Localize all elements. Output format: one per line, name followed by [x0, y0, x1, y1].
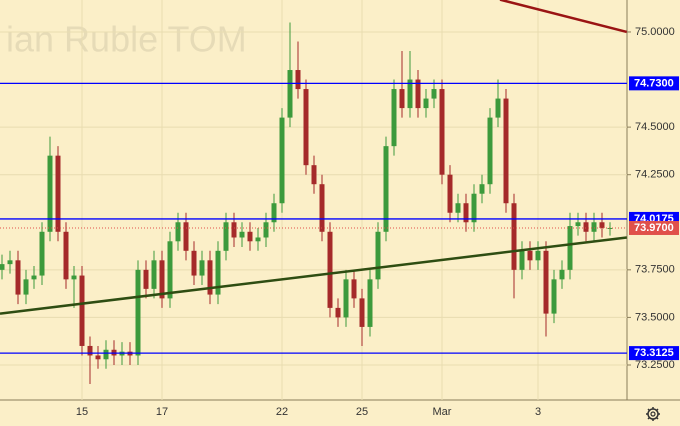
candle-body [63, 231, 69, 280]
candle-body [167, 241, 173, 299]
level-label: 74.7300 [634, 77, 674, 89]
candle-body [375, 231, 381, 280]
candle-body [287, 70, 293, 118]
candle-body [143, 269, 149, 289]
candle-body [247, 231, 253, 242]
candle-body [47, 155, 53, 232]
candle-body [383, 146, 389, 232]
candle-body [239, 231, 245, 238]
candle-body [495, 98, 501, 118]
candle-body [591, 222, 597, 232]
candle-body [55, 155, 61, 232]
x-tick-label: 3 [535, 406, 541, 418]
candle-body [463, 203, 469, 223]
candle-body [255, 237, 261, 242]
y-tick-label: 74.2500 [635, 169, 675, 181]
candle-body [599, 222, 605, 228]
candle-body [103, 349, 109, 360]
candle-body [327, 231, 333, 308]
candle-body [367, 279, 373, 327]
candle-body [335, 307, 341, 318]
x-tick-label: 22 [276, 406, 288, 418]
candle-body [511, 203, 517, 270]
candle-body [503, 98, 509, 204]
x-tick-label: Mar [433, 406, 452, 418]
x-tick-label: 15 [76, 406, 88, 418]
x-tick-label: 17 [156, 406, 168, 418]
candle-body [175, 222, 181, 242]
candle-body [551, 279, 557, 314]
y-tick-label: 74.5000 [635, 121, 675, 133]
candle-body [447, 174, 453, 213]
candle-body [95, 355, 101, 360]
candle-body [527, 250, 533, 261]
candle-body [535, 250, 541, 261]
candle-body [543, 250, 549, 314]
candle-body [471, 193, 477, 223]
level-label: 73.3125 [634, 347, 674, 359]
candle-body [71, 275, 77, 280]
candle-body [431, 89, 437, 99]
candle-body [407, 79, 413, 109]
y-tick-label: 73.2500 [635, 359, 675, 371]
candle-body [583, 222, 589, 232]
trend-line [0, 236, 627, 315]
settings-icon[interactable] [646, 407, 660, 421]
candle-body [215, 250, 221, 295]
y-tick-label: 73.5000 [635, 311, 675, 323]
candle-body [399, 89, 405, 109]
candle-body [415, 79, 421, 109]
trend-line [499, 0, 628, 34]
candle-body [0, 264, 5, 270]
candle-body [7, 260, 13, 265]
candle-body [479, 184, 485, 194]
watermark: ian Ruble TOM [6, 19, 247, 60]
candle-body [343, 279, 349, 318]
candle-body [487, 117, 493, 185]
plot-area [0, 22, 613, 385]
candle-body [295, 70, 301, 90]
candle-body [135, 269, 141, 356]
candle-body [151, 260, 157, 289]
candle-body [271, 203, 277, 223]
candle-body [311, 165, 317, 185]
candle-body [191, 250, 197, 276]
candle-body [567, 226, 573, 270]
level-label-box [629, 346, 679, 361]
candle-body [519, 250, 525, 270]
candle-body [359, 298, 365, 327]
candle-body [183, 222, 189, 251]
candle-body [79, 275, 85, 346]
candle-body [559, 269, 565, 280]
candle-body [303, 89, 309, 166]
candle-body [39, 231, 45, 276]
candle-body [223, 222, 229, 251]
candle-body [231, 222, 237, 238]
candle-body [263, 222, 269, 238]
level-label-box [629, 76, 679, 91]
candle-body [15, 260, 21, 295]
candle-body [159, 260, 165, 299]
candle-body [31, 275, 37, 280]
candle-body [87, 345, 93, 356]
candle-body [351, 279, 357, 299]
candle-body [391, 89, 397, 147]
last-price-label: 73.9700 [634, 222, 674, 234]
candle-body [207, 260, 213, 295]
candle-body [279, 117, 285, 204]
y-tick-label: 75.0000 [635, 26, 675, 38]
x-tick-label: 25 [356, 406, 368, 418]
candle-body [23, 279, 29, 295]
candle-body [199, 260, 205, 276]
last-price-box [629, 220, 679, 235]
candle-body [423, 98, 429, 109]
y-tick-label: 73.7500 [635, 264, 675, 276]
candle-body [439, 89, 445, 175]
candle-body [319, 184, 325, 232]
candle-body [575, 222, 581, 227]
candle-body [455, 203, 461, 213]
